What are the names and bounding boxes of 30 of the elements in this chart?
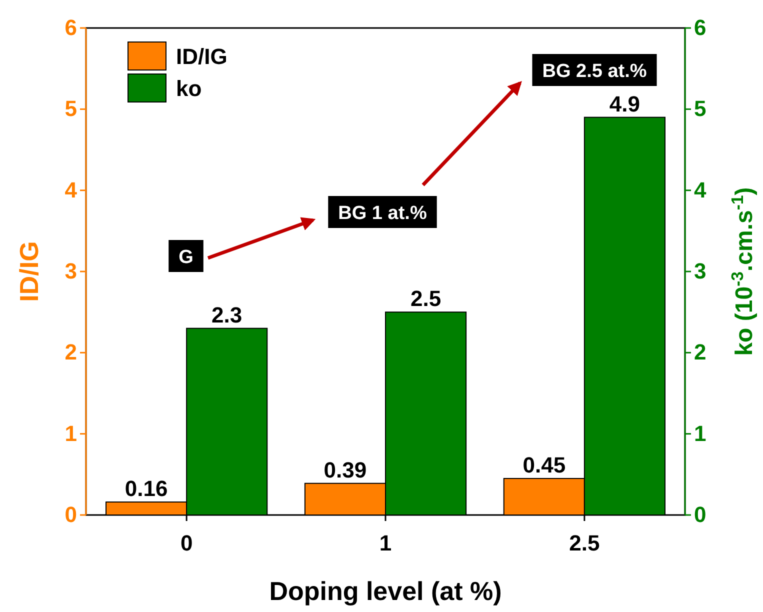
y-tick-label: 3 [64, 258, 77, 284]
y-tick-label: 4 [64, 177, 78, 202]
legend-label: ko [176, 76, 202, 101]
data-label: 0.39 [324, 457, 367, 482]
legend-label: ID/IG [176, 44, 228, 69]
x-axis-title: Doping level (at %) [269, 576, 502, 606]
x-tick-label: 0 [180, 530, 193, 556]
data-label: 4.9 [609, 91, 640, 116]
y-tick-label: 1 [64, 420, 77, 446]
data-label: 2.5 [410, 286, 442, 312]
y2-tick-label: 1 [694, 420, 706, 446]
data-label: 0.16 [124, 476, 168, 502]
y2-tick-label: 2 [694, 340, 706, 365]
x-tick-label: 1 [379, 530, 392, 556]
y-tick-label: 2 [64, 340, 77, 365]
x-tick-label: 2.5 [569, 530, 600, 556]
data-label: 2.3 [212, 302, 242, 328]
y2-tick-label: 3 [694, 258, 706, 284]
y-axis-title: ID/IG [14, 241, 44, 302]
y-tick-label: 5 [64, 96, 77, 122]
annotation: BG 2.5 at.% [542, 61, 647, 82]
annotation: BG 1 at.% [338, 203, 427, 224]
y2-tick-label: 6 [694, 15, 706, 40]
y2-tick-label: 4 [694, 177, 707, 202]
y2-tick-label: 5 [694, 96, 706, 122]
y-tick-label: 0 [64, 502, 77, 528]
data-label: 0.45 [522, 452, 566, 478]
y-tick-label: 6 [64, 15, 77, 40]
annotation: G [178, 247, 194, 268]
y2-tick-label: 0 [694, 502, 706, 528]
